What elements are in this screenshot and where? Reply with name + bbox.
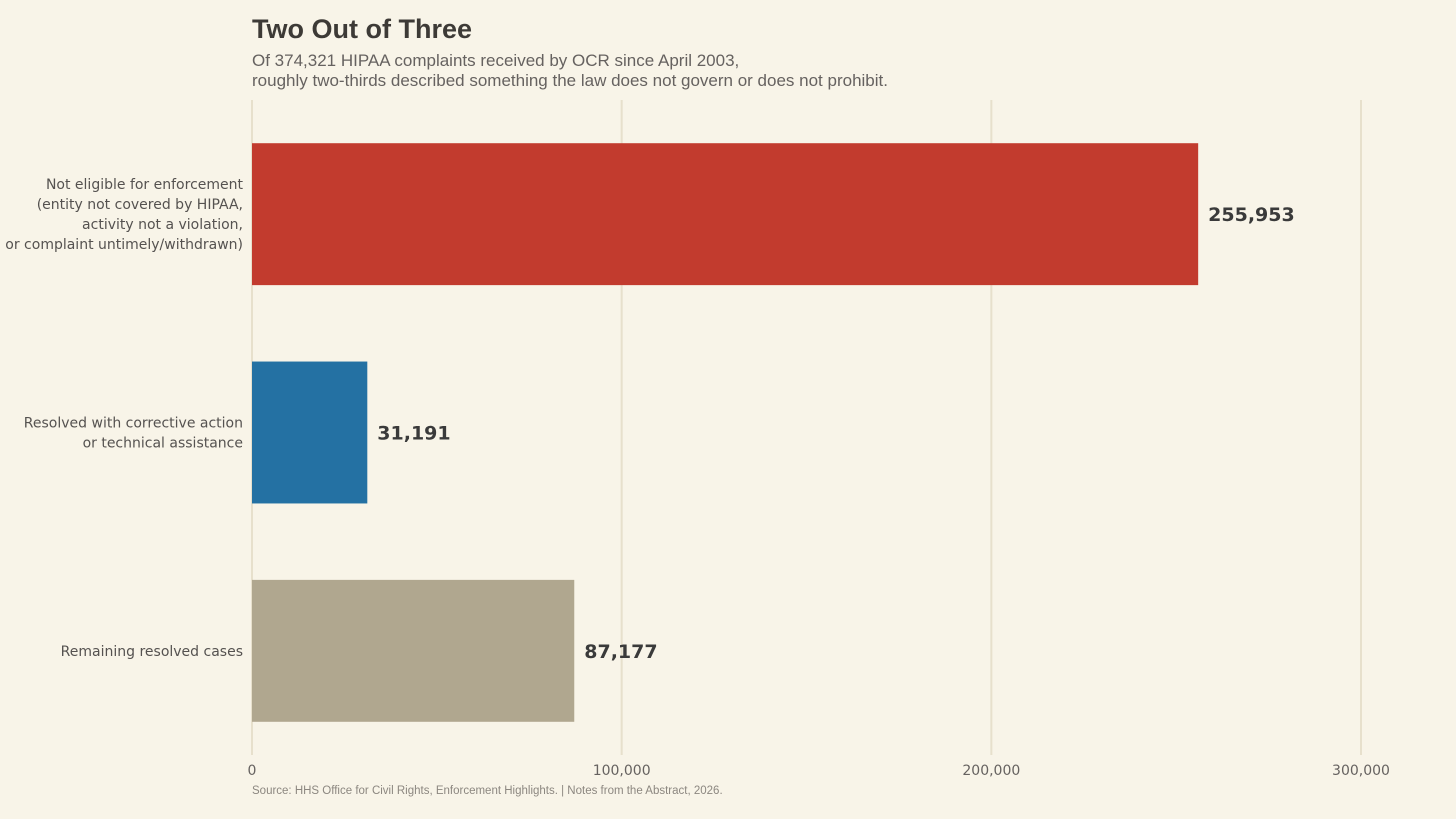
chart-subtitle: Of 374,321 HIPAA complaints received by … — [252, 51, 888, 91]
source-note: Source: HHS Office for Civil Rights, Enf… — [252, 785, 723, 797]
category-label: (entity not covered by HIPAA, — [37, 197, 243, 213]
x-tick-label: 300,000 — [1332, 763, 1390, 779]
x-tick-label: 200,000 — [962, 763, 1020, 779]
category-label: Resolved with corrective action — [24, 416, 243, 432]
category-label: Remaining resolved cases — [61, 644, 243, 660]
data-label: 87,177 — [584, 641, 657, 663]
x-tick-label: 0 — [248, 763, 257, 779]
data-label: 255,953 — [1208, 204, 1295, 226]
bar — [252, 143, 1199, 286]
data-label: 31,191 — [377, 423, 450, 445]
bar — [252, 579, 575, 722]
x-tick-label: 100,000 — [593, 763, 651, 779]
category-label: or technical assistance — [83, 436, 243, 452]
bar — [252, 361, 368, 504]
category-label: Not eligible for enforcement — [46, 177, 244, 193]
category-label: or complaint untimely/withdrawn) — [5, 237, 243, 253]
subtitle-line: Of 374,321 HIPAA complaints received by … — [252, 51, 740, 70]
chart-title: Two Out of Three — [252, 14, 472, 44]
category-label: activity not a violation, — [82, 217, 243, 233]
subtitle-line: roughly two-thirds described something t… — [252, 71, 888, 90]
